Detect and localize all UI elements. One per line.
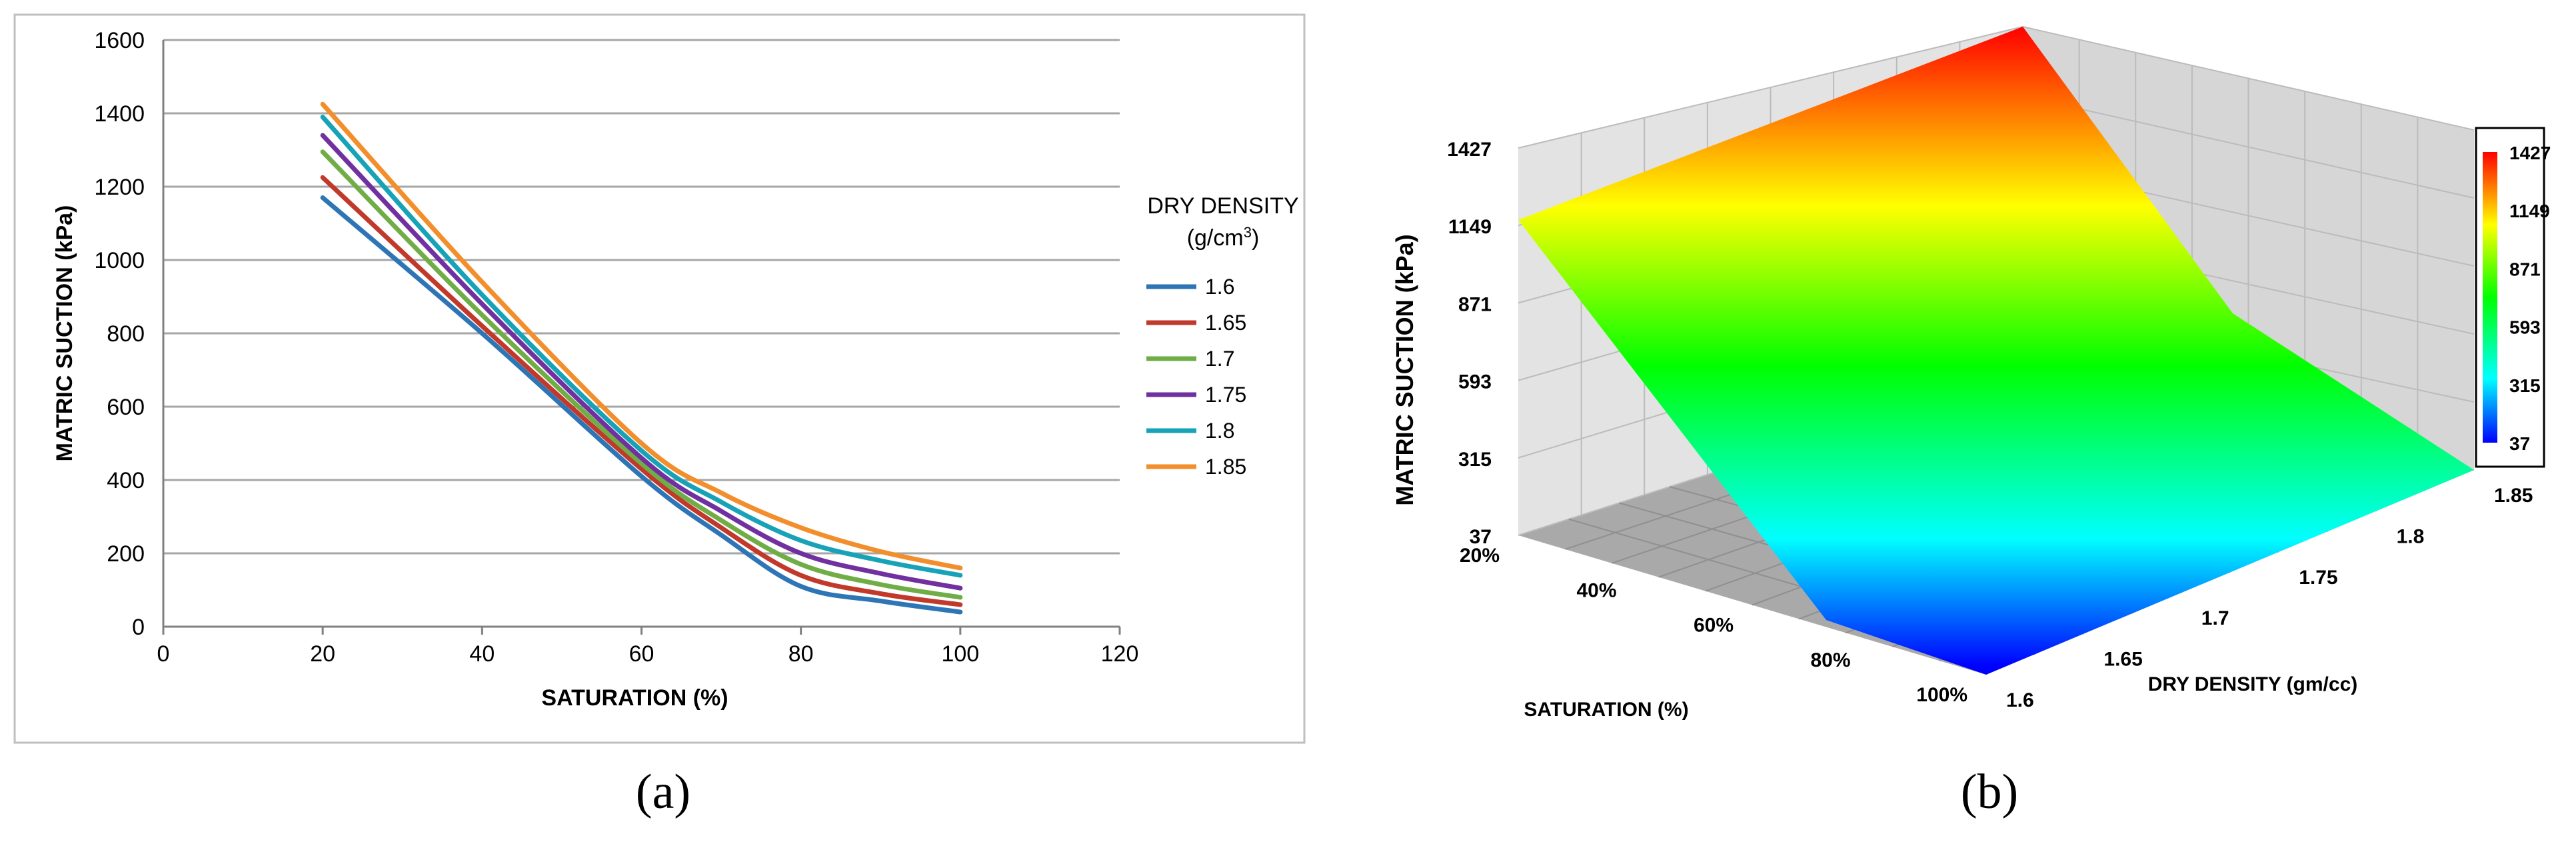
legend-title: DRY DENSITY <box>1147 193 1298 219</box>
z-tick-label: 1149 <box>1448 216 1492 238</box>
y-tick-label: 600 <box>107 395 145 420</box>
x-axis-label: SATURATION (%) <box>1524 699 1688 721</box>
x-tick-label: 0 <box>157 641 170 667</box>
y-tick-label: 1.8 <box>2397 525 2425 547</box>
series-line-1.6 <box>320 195 963 615</box>
series-line-1.75 <box>320 133 963 591</box>
x-tick-label: 40 <box>469 641 495 667</box>
x-tick-label: 60% <box>1694 615 1734 637</box>
colorbar-tick-label: 871 <box>2509 259 2541 279</box>
series-line-1.65 <box>320 175 963 607</box>
y-axis-label: MATRIC SUCTION (kPa) <box>52 205 77 462</box>
y-tick-label: 0 <box>132 615 145 640</box>
legend-label: 1.75 <box>1205 383 1246 407</box>
z-tick-label: 37 <box>1470 526 1492 548</box>
x-tick-label: 60 <box>629 641 654 667</box>
y-tick-label: 1400 <box>94 101 145 127</box>
colorbar-tick-label: 315 <box>2509 375 2541 396</box>
z-axis-label: MATRIC SUCTION (kPa) <box>1391 234 1418 505</box>
surface-chart: 37 315 593 871 1149 1427 20% 40% 60% 80% 100% 1.6 1.… <box>1391 26 2551 819</box>
z-tick-label: 593 <box>1458 371 1492 393</box>
colorbar-tick-label: 593 <box>2509 317 2541 338</box>
y-tick-label: 200 <box>107 541 145 567</box>
colorbar-tick-label: 37 <box>2509 433 2530 454</box>
x-tick-label: 80% <box>1810 649 1850 671</box>
y-tick-label: 1.7 <box>2201 607 2229 629</box>
y-tick-label: 1.65 <box>2103 649 2142 671</box>
y-tick-label: 800 <box>107 321 145 347</box>
y-tick-label: 1600 <box>94 28 145 53</box>
legend-label: 1.85 <box>1205 455 1246 479</box>
line-chart: 0 200 400 600 800 1000 1200 1400 1600 0 20 40 60 80 10… <box>13 13 1306 819</box>
z-tick-label: 871 <box>1458 293 1492 315</box>
x-tick-label: 100 <box>941 641 979 667</box>
x-tick-label: 80 <box>788 641 814 667</box>
z-tick-label: 315 <box>1458 449 1492 471</box>
y-tick-label: 1.6 <box>2006 689 2034 711</box>
colorbar-tick-label: 1427 <box>2509 143 2551 163</box>
colorbar-tick-label: 1149 <box>2509 201 2550 221</box>
surface <box>1518 27 2474 675</box>
x-tick-label: 120 <box>1101 641 1139 667</box>
panel-b-label: (b) <box>1961 765 2018 819</box>
legend-label: 1.6 <box>1205 275 1234 299</box>
legend-label: 1.8 <box>1205 419 1234 443</box>
x-tick-label: 20% <box>1460 545 1500 567</box>
series-line-1.7 <box>320 149 963 600</box>
y-tick-label: 400 <box>107 468 145 493</box>
y-tick-label: 1000 <box>94 248 145 273</box>
legend-label: 1.7 <box>1205 347 1234 371</box>
chart-frame <box>13 13 1306 744</box>
y-tick-label: 1.85 <box>2494 485 2533 507</box>
y-tick-label: 1200 <box>94 175 145 200</box>
panel-a-label: (a) <box>636 765 690 819</box>
panel-b: 37 315 593 871 1149 1427 20% 40% 60% 80% 100% 1.6 1.… <box>1326 0 2576 839</box>
series-line-1.8 <box>320 115 963 578</box>
series-line-1.85 <box>320 101 963 571</box>
y-axis-label: DRY DENSITY (gm/cc) <box>2148 673 2358 695</box>
colorbar <box>2483 152 2497 443</box>
z-tick-label: 1427 <box>1447 139 1492 161</box>
y-tick-label: 1.75 <box>2299 567 2337 589</box>
legend-title-unit: (g/cm3) <box>1187 224 1260 251</box>
x-tick-label: 40% <box>1576 579 1616 601</box>
legend-label: 1.65 <box>1205 311 1246 335</box>
x-tick-label: 20 <box>310 641 335 667</box>
x-axis-label: SATURATION (%) <box>541 685 728 711</box>
x-tick-label: 100% <box>1916 684 1967 706</box>
panel-a: 0 200 400 600 800 1000 1200 1400 1600 0 20 40 60 80 10… <box>13 13 1306 819</box>
